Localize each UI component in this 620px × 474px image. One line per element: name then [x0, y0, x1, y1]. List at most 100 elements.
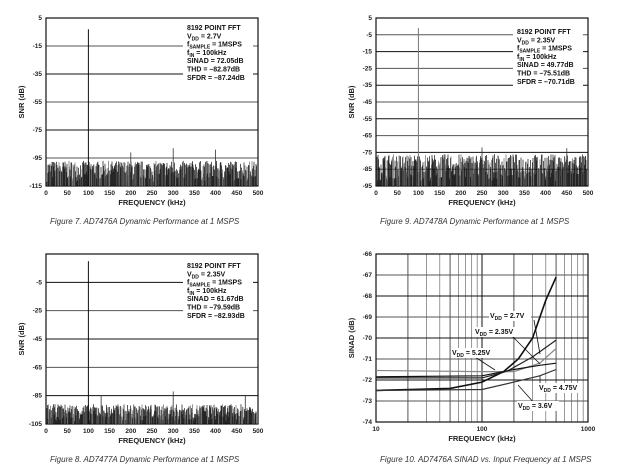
annotation-text: = 100kHz [194, 288, 227, 295]
x-tick-label: 300 [168, 428, 179, 435]
series-label-text: = 4.75V [551, 385, 578, 392]
chart-2: 5 -5 -15 -25 -35 -45 -55 -65 -75 -85 -950 50 100 150 2… [347, 15, 594, 226]
annotation-subscript: DD [522, 40, 530, 46]
x-tick-label: 500 [253, 428, 264, 435]
x-tick-label: 200 [125, 428, 136, 435]
annotation-subscript: SAMPLE [189, 45, 211, 51]
annotation-line: 8192 POINT FFT [517, 29, 571, 36]
y-tick-label: -67 [363, 272, 373, 279]
series-label-arrow [474, 356, 496, 371]
annotation-line: fSAMPLE = 1MSPS [187, 42, 242, 51]
annotation-text: SINAD = 72.05dB [187, 58, 244, 65]
annotation-subscript: SAMPLE [189, 283, 211, 289]
x-tick-label: 0 [374, 190, 378, 197]
series-line [375, 362, 557, 378]
annotation-subscript: IN [519, 57, 524, 63]
annotation-text: SFDR = –70.71dB [517, 79, 575, 86]
annotation-line: SINAD = 72.05dB [187, 58, 244, 65]
annotation-line: THD = –75.51dB [517, 71, 570, 78]
series-label-subscript: DD [480, 332, 488, 338]
annotation-text: SINAD = 49.77dB [517, 62, 574, 69]
annotation-box [183, 260, 253, 322]
x-tick-label: 450 [231, 428, 242, 435]
annotation-line: fIN = 100kHz [187, 50, 227, 59]
y-tick-label: 5 [368, 15, 372, 22]
x-tick-label: 10 [372, 426, 380, 433]
annotation-text: V [187, 33, 192, 40]
x-tick-label: 250 [147, 428, 158, 435]
x-tick-label: 350 [519, 190, 530, 197]
x-tick-label: 50 [394, 190, 402, 197]
series-label-arrow [533, 319, 541, 355]
y-tick-label: -55 [363, 116, 373, 123]
x-tick-label: 250 [147, 190, 158, 197]
x-tick-label: 50 [64, 428, 72, 435]
figure-caption: Figure 9. AD7478A Dynamic Performance at… [380, 217, 570, 226]
annotation-text: 8192 POINT FFT [187, 263, 241, 270]
figure-caption: Figure 7. AD7476A Dynamic Performance at… [50, 217, 240, 226]
y-axis-label: SINAD (dB) [347, 317, 356, 358]
annotation-line: fIN = 100kHz [187, 288, 227, 297]
annotation-text: V [517, 37, 522, 44]
annotation-text: SINAD = 61.67dB [187, 296, 244, 303]
x-tick-label: 100 [477, 426, 488, 433]
x-tick-label: 300 [168, 190, 179, 197]
annotation-text: THD = –82.87dB [187, 67, 240, 74]
y-tick-label: -74 [363, 419, 373, 426]
x-tick-label: 150 [104, 428, 115, 435]
annotation-text: 8192 POINT FFT [517, 29, 571, 36]
annotation-line: 8192 POINT FFT [187, 25, 241, 32]
x-axis-label: FREQUENCY (kHz) [118, 198, 186, 207]
y-tick-label: -35 [363, 82, 373, 89]
series-line [375, 368, 557, 392]
annotation-text: = 2.35V [529, 37, 556, 44]
annotation-text: = 100kHz [194, 50, 227, 57]
y-tick-label: -71 [363, 356, 373, 363]
series-label-subscript: DD [457, 353, 465, 359]
annotation-line: fSAMPLE = 1MSPS [517, 46, 572, 55]
series-label-bg [538, 383, 580, 393]
y-tick-label: -85 [363, 166, 373, 173]
annotation-text: = 100kHz [524, 54, 557, 61]
x-tick-label: 450 [231, 190, 242, 197]
series-label: VDD = 3.6V [518, 403, 553, 412]
annotation-line: VDD = 2.35V [517, 37, 556, 46]
annotation-subscript: IN [189, 291, 194, 297]
y-tick-label: -15 [33, 43, 43, 50]
y-tick-label: -65 [33, 364, 43, 371]
series-label-bg [517, 401, 559, 411]
x-tick-label: 500 [583, 190, 594, 197]
series-line [375, 276, 557, 392]
series-label-bg [489, 311, 531, 321]
series-label-subscript: DD [495, 316, 503, 322]
x-axis-label: FREQUENCY (kHz) [448, 434, 516, 443]
annotation-text: SFDR = –87.24dB [187, 75, 245, 82]
plot-frame [375, 253, 589, 423]
x-tick-label: 450 [561, 190, 572, 197]
series-label-subscript: DD [523, 406, 531, 412]
series-label: VDD = 2.35V [475, 329, 514, 338]
y-tick-label: -95 [33, 155, 43, 162]
annotation-box [513, 26, 583, 86]
y-axis-label: SNR (dB) [17, 322, 26, 355]
annotation-line: SFDR = –82.93dB [187, 313, 245, 320]
series-label-arrow [511, 335, 541, 365]
y-tick-label: -65 [363, 133, 373, 140]
y-tick-label: 5 [38, 15, 42, 22]
x-tick-label: 400 [540, 190, 551, 197]
x-tick-label: 400 [210, 190, 221, 197]
y-tick-label: -15 [363, 49, 373, 56]
x-tick-label: 350 [189, 190, 200, 197]
annotation-line: VDD = 2.35V [187, 271, 226, 280]
y-axis-label: SNR (dB) [17, 85, 26, 118]
y-tick-label: -85 [33, 393, 43, 400]
annotation-line: SINAD = 61.67dB [187, 296, 244, 303]
y-tick-label: -95 [363, 183, 373, 190]
series-label-text: V [475, 329, 480, 336]
series-label: VDD = 4.75V [539, 385, 578, 394]
y-tick-label: -70 [363, 335, 373, 342]
annotation-line: SINAD = 49.77dB [517, 62, 574, 69]
y-tick-label: -55 [33, 99, 43, 106]
